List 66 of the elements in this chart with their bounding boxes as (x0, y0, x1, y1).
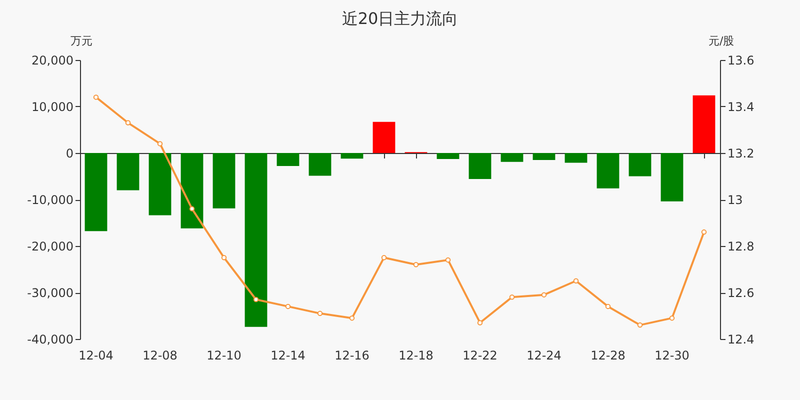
point (317, 310, 323, 316)
y2-axis-title: 元/股 (708, 34, 734, 48)
point (445, 257, 451, 263)
bar (564, 153, 588, 163)
point (541, 292, 547, 298)
point (669, 315, 675, 321)
bar (276, 153, 300, 166)
x-tick-label: 12-24 (526, 348, 562, 362)
x-tick-label: 12-14 (270, 348, 306, 362)
point (381, 255, 387, 260)
bar (628, 153, 652, 176)
x-tick-label: 12-18 (398, 348, 434, 362)
point (637, 322, 643, 328)
bar (116, 153, 140, 190)
x-tick-label: 12-16 (334, 348, 370, 362)
y-axis-title: 万元 (70, 34, 92, 48)
point (125, 120, 131, 126)
y2-tick-label: 13.2 (728, 146, 754, 160)
point (157, 141, 163, 146)
bar (596, 153, 620, 188)
y-tick-label: 10,000 (32, 100, 74, 114)
chart-title: 近20日主力流向 (342, 9, 458, 28)
bar (180, 153, 204, 228)
y-tick-label: -30,000 (27, 286, 74, 300)
x-tick-label: 12-28 (590, 348, 626, 362)
y2-tick-label: 12.8 (728, 240, 754, 254)
bar (148, 153, 172, 216)
bar (532, 153, 556, 160)
y2-tick-label: 12.4 (728, 332, 754, 346)
point (413, 262, 419, 268)
bar (692, 95, 716, 153)
y-tick-label: -10,000 (27, 193, 74, 207)
bar (500, 153, 524, 162)
bar (436, 153, 460, 160)
bar (308, 153, 332, 176)
point (573, 278, 579, 284)
point (93, 94, 99, 100)
point (221, 255, 227, 260)
bar (244, 153, 268, 327)
bar (212, 153, 236, 208)
y2-tick-label: 12.6 (728, 286, 754, 300)
point (509, 294, 515, 300)
y2-tick-label: 13 (728, 193, 743, 207)
y-tick-label: -20,000 (27, 240, 74, 254)
bar (660, 153, 684, 202)
y-tick-label: 20,000 (32, 54, 74, 68)
x-tick-label: 12-22 (462, 348, 498, 362)
point (477, 320, 483, 326)
x-tick-label: 12-10 (206, 348, 242, 362)
x-tick-label: 12-08 (142, 348, 178, 362)
y-tick-label: 0 (66, 146, 74, 160)
x-tick-label: 12-30 (654, 348, 690, 362)
point (349, 315, 355, 321)
y2-tick-label: 13.4 (728, 100, 754, 114)
x-tick-label: 12-04 (78, 348, 114, 362)
point (605, 304, 611, 310)
y2-tick-label: 13.6 (728, 54, 754, 68)
bar (84, 153, 108, 232)
bar (372, 122, 396, 153)
point (285, 304, 291, 310)
point (253, 296, 259, 302)
point (701, 229, 707, 235)
y-tick-label: -40,000 (27, 332, 74, 346)
bar (468, 153, 492, 180)
point (189, 206, 195, 212)
bar (340, 153, 364, 159)
